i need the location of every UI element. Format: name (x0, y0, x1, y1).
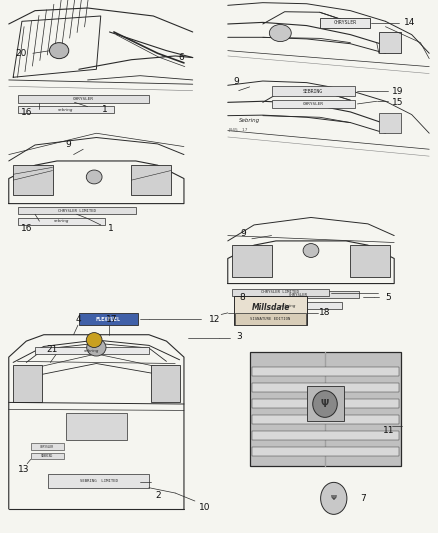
Text: SEBRING  LIMITED: SEBRING LIMITED (80, 479, 117, 483)
Bar (252, 447, 399, 456)
Bar (272, 100, 355, 108)
Bar (79, 313, 138, 325)
Bar (379, 113, 401, 133)
Ellipse shape (86, 333, 102, 348)
Bar (234, 296, 307, 325)
Bar (232, 289, 328, 296)
Text: 2: 2 (155, 491, 160, 500)
Bar (18, 95, 149, 103)
Ellipse shape (313, 391, 337, 417)
Text: 4: 4 (75, 316, 81, 324)
Text: Ψ: Ψ (321, 399, 329, 409)
Text: sebring: sebring (84, 349, 100, 353)
Bar (131, 165, 171, 195)
Bar (18, 218, 105, 225)
Text: CHRYSLER: CHRYSLER (303, 102, 324, 106)
Text: 16: 16 (21, 109, 33, 117)
Text: 15: 15 (392, 98, 403, 107)
Text: 16: 16 (21, 224, 33, 232)
Bar (252, 399, 399, 408)
Text: FLEXFUEL: FLEXFUEL (95, 317, 121, 322)
Text: 11: 11 (383, 426, 395, 434)
Text: JR45   17: JR45 17 (229, 127, 248, 132)
Ellipse shape (269, 25, 291, 42)
Text: 8: 8 (239, 293, 245, 302)
Text: Millsdale: Millsdale (251, 303, 290, 312)
Text: SEBRING: SEBRING (303, 88, 323, 94)
Bar (237, 291, 359, 298)
Bar (48, 474, 149, 488)
Bar (320, 18, 370, 28)
Text: CHRYSLER: CHRYSLER (334, 20, 357, 26)
Bar (252, 367, 399, 376)
Ellipse shape (49, 43, 69, 59)
Bar (232, 245, 272, 277)
Text: CHRYSLER: CHRYSLER (288, 293, 307, 297)
Bar (307, 386, 344, 421)
Bar (250, 352, 401, 466)
Text: 12: 12 (209, 316, 220, 324)
Text: 20: 20 (15, 49, 27, 58)
Text: sebring: sebring (53, 220, 69, 223)
Text: CHRYSLER: CHRYSLER (73, 97, 94, 101)
Bar (252, 383, 399, 392)
Bar (13, 165, 53, 195)
Text: 19: 19 (392, 87, 403, 95)
Bar (35, 347, 149, 354)
Text: 1: 1 (107, 224, 113, 232)
Ellipse shape (86, 170, 102, 184)
Bar (235, 313, 306, 325)
Text: 9: 9 (233, 77, 240, 86)
Bar (18, 207, 136, 214)
Bar (237, 302, 342, 309)
Text: 14: 14 (404, 19, 415, 27)
Text: Ψ: Ψ (331, 495, 337, 502)
Text: 1: 1 (102, 105, 108, 114)
Bar (31, 443, 64, 450)
Bar (66, 413, 127, 440)
Text: 10: 10 (199, 503, 211, 512)
Text: 18: 18 (319, 309, 331, 317)
Ellipse shape (303, 244, 319, 257)
Bar (13, 365, 42, 402)
Text: SEBRING: SEBRING (41, 454, 53, 458)
Text: 13: 13 (18, 465, 30, 473)
Text: 5: 5 (385, 293, 392, 302)
Text: 21: 21 (46, 345, 57, 353)
Text: 3: 3 (236, 333, 242, 341)
Text: CHRYSLER LIMITED: CHRYSLER LIMITED (58, 208, 95, 213)
Text: sebring: sebring (58, 108, 74, 111)
Bar (272, 86, 355, 96)
Text: 17: 17 (106, 316, 117, 324)
Text: CHRYSLER LIMITED: CHRYSLER LIMITED (261, 290, 299, 294)
Text: SIGNATURE EDITION: SIGNATURE EDITION (251, 317, 291, 321)
Ellipse shape (87, 339, 106, 356)
Bar (252, 415, 399, 424)
Text: 9: 9 (240, 229, 246, 238)
Bar (350, 245, 390, 277)
Bar (151, 365, 180, 402)
Text: sebring: sebring (281, 304, 297, 308)
Bar (18, 106, 114, 113)
Bar (252, 431, 399, 440)
Bar (379, 32, 401, 53)
Bar (31, 453, 64, 459)
Ellipse shape (321, 482, 347, 514)
Text: 7: 7 (360, 494, 366, 503)
Text: 9: 9 (65, 141, 71, 149)
Text: CHRYSLER: CHRYSLER (40, 445, 54, 449)
Text: 6: 6 (178, 53, 184, 61)
Text: Sebring: Sebring (239, 118, 260, 124)
